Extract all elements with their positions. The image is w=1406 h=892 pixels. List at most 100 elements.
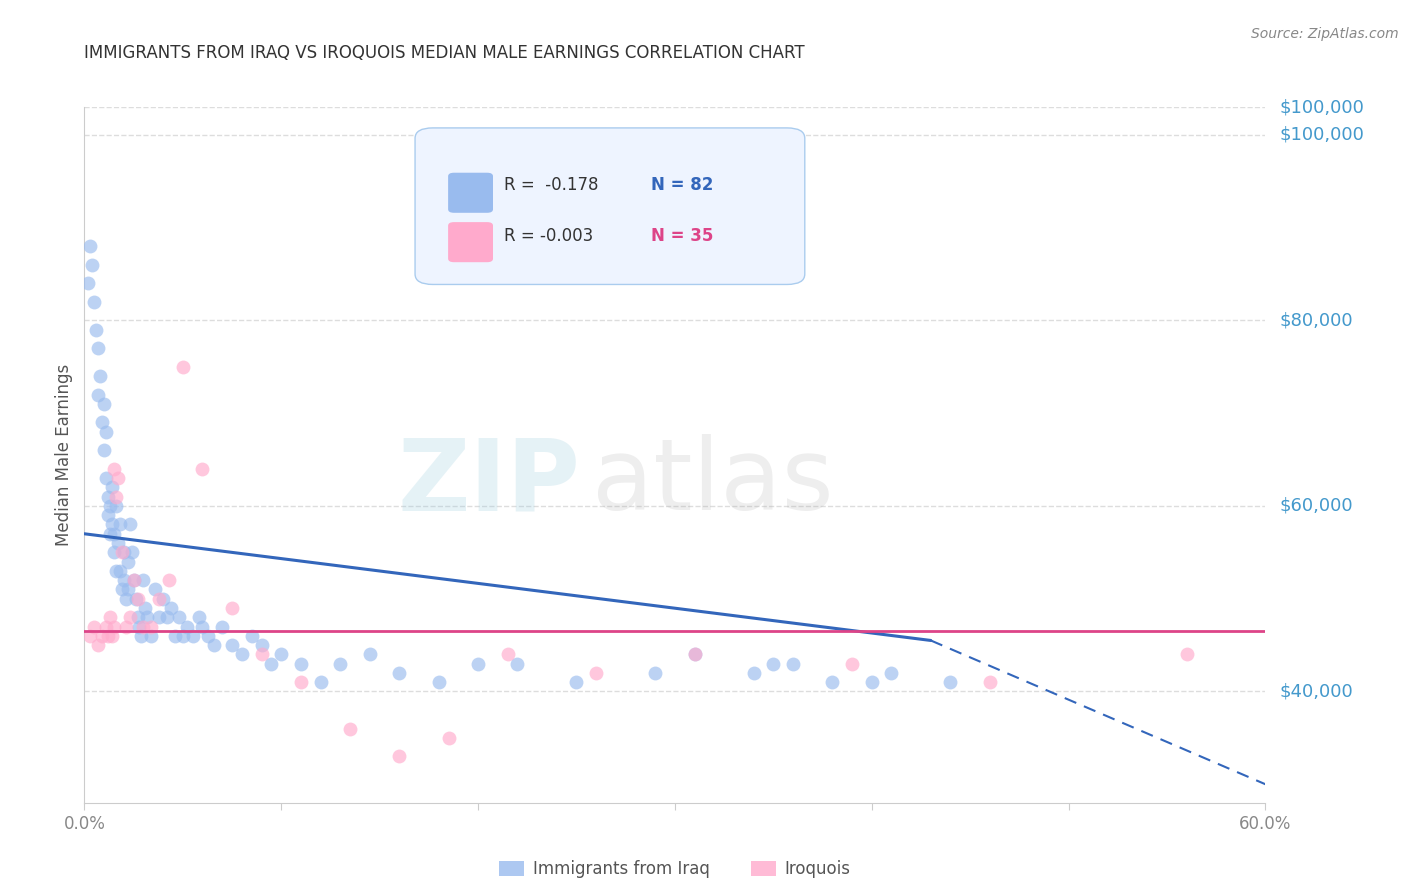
Point <box>97 508 120 523</box>
Point <box>107 536 129 550</box>
Point <box>93 397 115 411</box>
Point <box>93 443 115 458</box>
Point <box>111 545 134 559</box>
Point <box>148 610 170 624</box>
Point <box>87 341 110 355</box>
Point <box>107 471 129 485</box>
Point <box>98 610 121 624</box>
Point <box>94 471 117 485</box>
FancyBboxPatch shape <box>415 128 804 285</box>
Point <box>339 722 361 736</box>
Point <box>103 462 125 476</box>
Text: R =  -0.178: R = -0.178 <box>503 176 598 194</box>
Text: ZIP: ZIP <box>398 434 581 532</box>
Point <box>152 591 174 606</box>
Point <box>122 573 145 587</box>
Point <box>84 323 107 337</box>
Point <box>118 517 141 532</box>
Text: $40,000: $40,000 <box>1279 682 1353 700</box>
Point <box>91 629 114 643</box>
Text: R = -0.003: R = -0.003 <box>503 227 593 244</box>
Text: $100,000: $100,000 <box>1279 98 1364 116</box>
Point <box>979 675 1001 690</box>
Text: $100,000: $100,000 <box>1279 126 1364 144</box>
Point <box>329 657 352 671</box>
Point <box>112 545 135 559</box>
FancyBboxPatch shape <box>449 222 494 262</box>
Y-axis label: Median Male Earnings: Median Male Earnings <box>55 364 73 546</box>
Point <box>127 591 149 606</box>
Point <box>860 675 883 690</box>
Point <box>290 675 312 690</box>
Point <box>309 675 332 690</box>
Point <box>187 610 209 624</box>
Point <box>136 610 159 624</box>
Point <box>87 638 110 652</box>
Point <box>101 480 124 494</box>
Point <box>114 619 136 633</box>
Point <box>172 359 194 374</box>
Point <box>108 564 131 578</box>
Point <box>821 675 844 690</box>
Point <box>467 657 489 671</box>
Point <box>79 239 101 253</box>
FancyBboxPatch shape <box>449 173 494 213</box>
Point <box>565 675 588 690</box>
Point <box>841 657 863 671</box>
Text: $80,000: $80,000 <box>1279 311 1353 329</box>
Point <box>260 657 283 671</box>
Point <box>782 657 804 671</box>
Point <box>118 610 141 624</box>
Point <box>202 638 225 652</box>
Point <box>108 517 131 532</box>
Point <box>939 675 962 690</box>
Point <box>683 648 706 662</box>
Text: Source: ZipAtlas.com: Source: ZipAtlas.com <box>1251 27 1399 41</box>
Point <box>103 545 125 559</box>
Point <box>250 648 273 662</box>
Point <box>141 629 163 643</box>
Point <box>94 425 117 439</box>
Point <box>683 648 706 662</box>
Point <box>148 591 170 606</box>
Point <box>181 629 204 643</box>
Point <box>97 490 120 504</box>
Point <box>122 573 145 587</box>
Point <box>585 665 607 680</box>
Point <box>240 629 263 643</box>
Point <box>132 619 155 633</box>
Point <box>128 619 150 633</box>
Point <box>112 573 135 587</box>
Point <box>131 629 153 643</box>
Point <box>156 610 179 624</box>
Point <box>880 665 903 680</box>
Point <box>290 657 312 671</box>
Point <box>742 665 765 680</box>
Point <box>157 573 180 587</box>
Point <box>388 749 411 764</box>
Point <box>167 610 190 624</box>
Point <box>427 675 450 690</box>
Point <box>91 416 114 430</box>
Point <box>103 619 125 633</box>
Point <box>98 499 121 513</box>
Point <box>101 517 124 532</box>
Point <box>83 294 105 309</box>
Text: $60,000: $60,000 <box>1279 497 1353 515</box>
Point <box>114 591 136 606</box>
Point <box>172 629 194 643</box>
Point <box>98 526 121 541</box>
Point <box>103 526 125 541</box>
Point <box>359 648 381 662</box>
Point <box>111 582 134 597</box>
Point <box>79 629 101 643</box>
Point <box>104 499 127 513</box>
Point <box>191 462 214 476</box>
Point <box>117 555 139 569</box>
Legend: Immigrants from Iraq, Iroquois: Immigrants from Iraq, Iroquois <box>492 854 858 885</box>
Point <box>211 619 233 633</box>
Point <box>87 387 110 401</box>
Point <box>82 258 104 272</box>
Point <box>104 564 127 578</box>
Text: atlas: atlas <box>592 434 834 532</box>
